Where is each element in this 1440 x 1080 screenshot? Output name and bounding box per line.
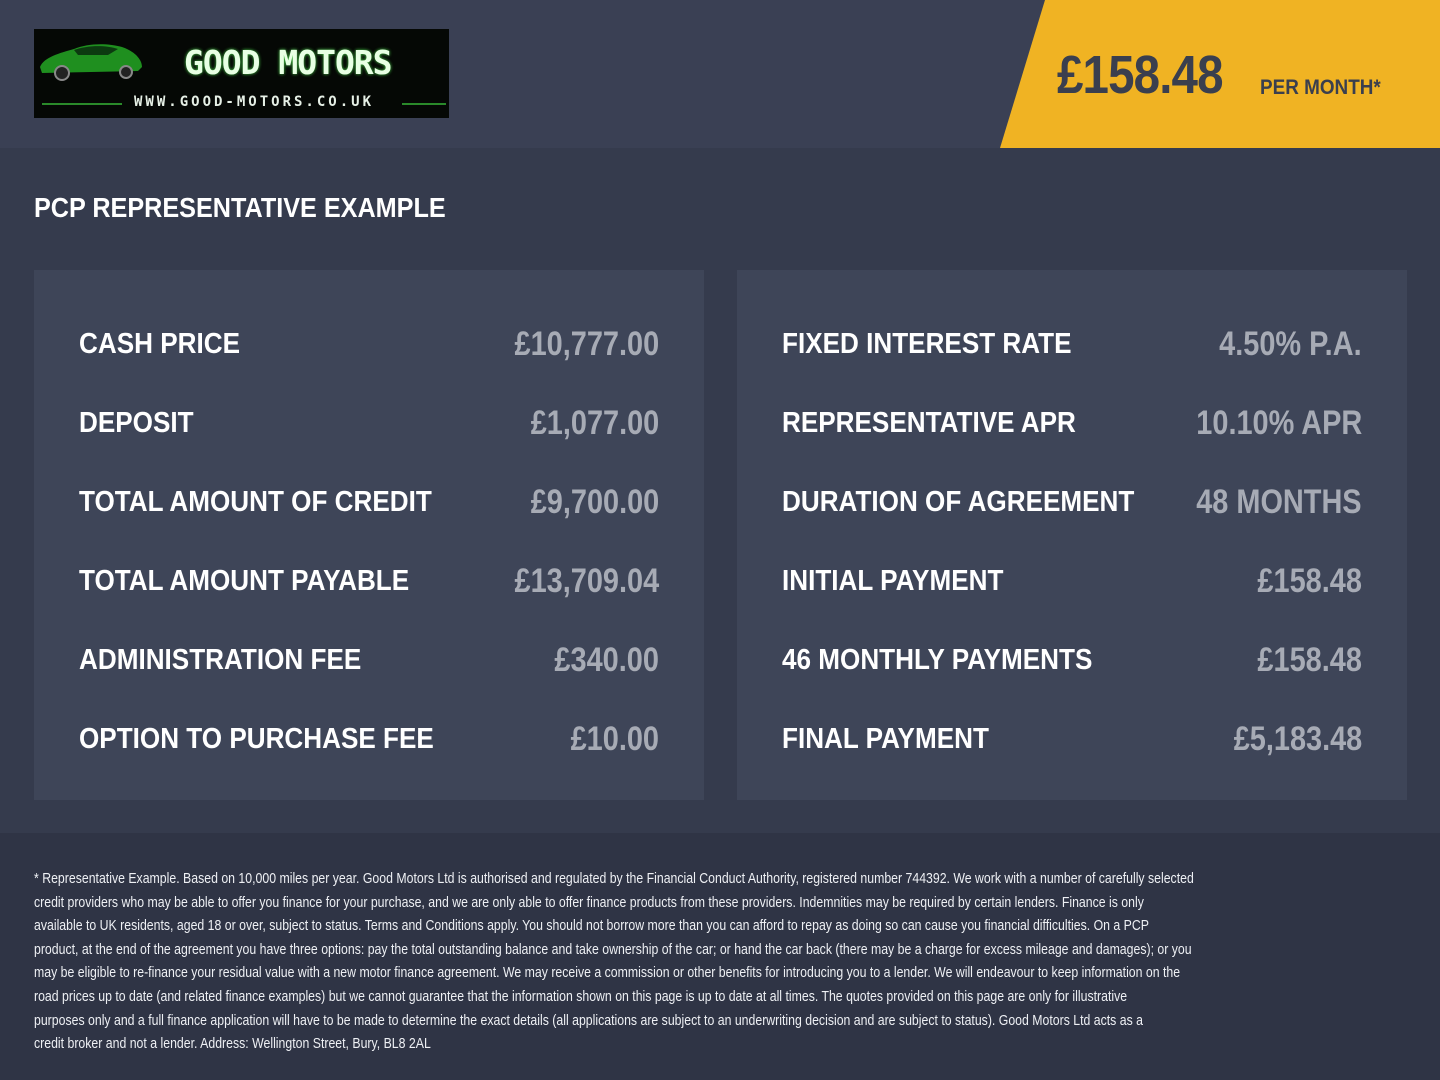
row-label: FIXED INTEREST RATE bbox=[782, 328, 1072, 360]
finance-row-cash-price: CASH PRICE £10,777.00 bbox=[79, 325, 659, 368]
finance-row-duration: DURATION OF AGREEMENT 48 MONTHS bbox=[782, 483, 1362, 526]
finance-row-total-payable: TOTAL AMOUNT PAYABLE £13,709.04 bbox=[79, 562, 659, 605]
header: GOOD MOTORS WWW.GOOD-MOTORS.CO.UK £158.4… bbox=[0, 0, 1440, 148]
disclaimer-line: credit providers who may be able to offe… bbox=[34, 893, 1144, 911]
row-value: £5,183.48 bbox=[1233, 720, 1362, 758]
row-value: £158.48 bbox=[1257, 641, 1362, 679]
finance-row-deposit: DEPOSIT £1,077.00 bbox=[79, 404, 659, 447]
row-value: £158.48 bbox=[1257, 562, 1362, 600]
row-value: £13,709.04 bbox=[514, 562, 659, 600]
finance-row-apr: REPRESENTATIVE APR 10.10% APR bbox=[782, 404, 1362, 447]
monthly-price-badge bbox=[1000, 0, 1440, 148]
car-icon bbox=[40, 44, 142, 81]
good-motors-logo[interactable]: GOOD MOTORS WWW.GOOD-MOTORS.CO.UK bbox=[34, 29, 449, 118]
section-title: PCP REPRESENTATIVE EXAMPLE bbox=[34, 192, 446, 223]
disclaimer-line: available to UK residents, aged 18 or ov… bbox=[34, 917, 1149, 935]
disclaimer-line: road prices up to date (and related fina… bbox=[34, 987, 1128, 1005]
finance-row-final-payment: FINAL PAYMENT £5,183.48 bbox=[782, 720, 1362, 763]
row-label: TOTAL AMOUNT OF CREDIT bbox=[79, 486, 432, 518]
row-value: 48 MONTHS bbox=[1196, 483, 1362, 521]
row-label: CASH PRICE bbox=[79, 328, 240, 360]
row-label: ADMINISTRATION FEE bbox=[79, 644, 362, 676]
finance-details-right-panel: FIXED INTEREST RATE 4.50% P.A. REPRESENTA… bbox=[737, 270, 1407, 800]
finance-row-initial-payment: INITIAL PAYMENT £158.48 bbox=[782, 562, 1362, 605]
finance-row-purchase-fee: OPTION TO PURCHASE FEE £10.00 bbox=[79, 720, 659, 763]
disclaimer-footer: * Representative Example. Based on 10,00… bbox=[0, 833, 1440, 1080]
row-label: DURATION OF AGREEMENT bbox=[782, 486, 1135, 518]
row-value: £9,700.00 bbox=[530, 483, 659, 521]
finance-details-left-panel: CASH PRICE £10,777.00 DEPOSIT £1,077.00 TO… bbox=[34, 270, 704, 800]
row-value: 4.50% P.A. bbox=[1219, 325, 1362, 363]
finance-row-monthly-payments: 46 MONTHLY PAYMENTS £158.48 bbox=[782, 641, 1362, 684]
disclaimer-line: purposes only and a full finance applica… bbox=[34, 1011, 1144, 1029]
finance-row-interest-rate: FIXED INTEREST RATE 4.50% P.A. bbox=[782, 325, 1362, 368]
row-value: £340.00 bbox=[554, 641, 659, 679]
row-label: DEPOSIT bbox=[79, 407, 194, 439]
disclaimer-line: product, at the end of the agreement you… bbox=[34, 940, 1192, 958]
monthly-price-amount: £158.48 bbox=[1057, 45, 1223, 105]
row-value: 10.10% APR bbox=[1195, 404, 1362, 442]
row-label: FINAL PAYMENT bbox=[782, 723, 989, 755]
row-label: OPTION TO PURCHASE FEE bbox=[79, 723, 434, 755]
row-label: TOTAL AMOUNT PAYABLE bbox=[79, 565, 410, 597]
disclaimer-line: may be eligible to re-finance your resid… bbox=[34, 964, 1181, 982]
row-value: £10,777.00 bbox=[514, 325, 659, 363]
logo-title: GOOD MOTORS bbox=[184, 43, 393, 82]
logo-divider bbox=[42, 103, 122, 105]
disclaimer-line: * Representative Example. Based on 10,00… bbox=[34, 870, 1194, 887]
logo-url: WWW.GOOD-MOTORS.CO.UK bbox=[134, 94, 375, 110]
monthly-price-label: PER MONTH* bbox=[1260, 76, 1381, 99]
finance-row-admin-fee: ADMINISTRATION FEE £340.00 bbox=[79, 641, 659, 684]
row-label: REPRESENTATIVE APR bbox=[782, 407, 1076, 439]
logo-divider bbox=[402, 103, 446, 105]
disclaimer-text: * Representative Example. Based on 10,00… bbox=[34, 867, 1440, 1056]
row-value: £1,077.00 bbox=[530, 404, 659, 442]
disclaimer-line: credit broker and not a lender. Address:… bbox=[34, 1035, 431, 1053]
row-label: INITIAL PAYMENT bbox=[782, 565, 1004, 597]
row-value: £10.00 bbox=[570, 720, 659, 758]
finance-row-total-credit: TOTAL AMOUNT OF CREDIT £9,700.00 bbox=[79, 483, 659, 526]
row-label: 46 MONTHLY PAYMENTS bbox=[782, 644, 1093, 676]
